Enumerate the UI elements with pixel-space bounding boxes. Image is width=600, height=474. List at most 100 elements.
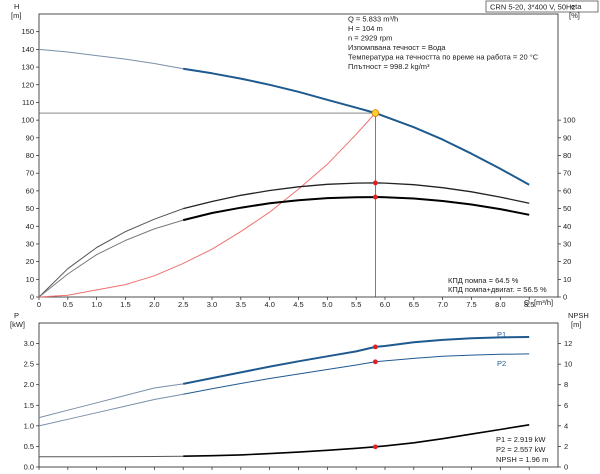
top-y2-tick-label: 80 (563, 151, 571, 160)
top-x-label-q: Q (524, 298, 530, 307)
top-y-tick-label: 110 (22, 98, 34, 107)
series-label-p1: P1 (497, 330, 506, 339)
top-x-tick-label: 8.0 (495, 300, 505, 309)
top-y-tick-label: 10 (26, 275, 34, 284)
bottom-duty-marker-5 (372, 444, 378, 450)
bottom-y-tick-label: 2.5 (24, 360, 34, 369)
top-y2-tick-label: 70 (563, 169, 571, 178)
bottom-series-line-1 (183, 336, 530, 385)
bottom-note-p1: P1 = 2.919 kW (496, 435, 546, 444)
top-y-tick-label: 150 (21, 27, 34, 36)
top-x-tick-label: 7.0 (437, 300, 447, 309)
info-line-3: Изпомпвана течност = Вода (348, 43, 446, 52)
series-label-p2: P2 (497, 359, 506, 368)
bottom-y2-tick-label: 8 (564, 380, 568, 389)
bottom-y-left-unit: [kW] (10, 320, 25, 329)
top-x-tick-label: 3.5 (236, 300, 246, 309)
top-y-left-label: H (14, 2, 19, 11)
bottom-duty-marker-3 (372, 359, 378, 365)
top-x-label: Q [m³/h] (524, 298, 553, 307)
top-y2-tick-label: 90 (563, 133, 571, 142)
top-x-tick-label: 7.5 (466, 300, 476, 309)
bottom-series-line-3 (183, 353, 530, 395)
bottom-y2-tick-label: 12 (564, 339, 572, 348)
top-series-line-6 (182, 196, 530, 222)
info-line-1: H = 104 m (348, 24, 383, 33)
bottom-y-tick-label: 0.0 (24, 463, 34, 472)
top-x-label-unit: [m³/h] (534, 298, 553, 307)
bottom-y2-tick-label: 10 (564, 360, 572, 369)
top-series-line-5 (38, 219, 184, 298)
eff-note-total: КПД помпа+двигат. = 56.5 % (448, 285, 547, 294)
info-line-2: n = 2929 rpm (348, 34, 392, 43)
top-y-tick-label: 70 (26, 169, 34, 178)
bottom-y2-tick-label: 2 (564, 442, 568, 451)
bottom-y2-tick-label: 6 (564, 401, 568, 410)
top-y-left-unit: [m] (11, 11, 21, 20)
duty-point-marker (371, 109, 380, 117)
top-y-tick-label: 20 (26, 257, 34, 266)
eta-pump-duty-marker (372, 180, 378, 186)
bottom-series-line-0 (38, 383, 184, 419)
info-line-5: Плътност = 998.2 kg/m³ (348, 62, 430, 71)
top-y-tick-label: 30 (26, 239, 34, 248)
bottom-y2-tick-label: 4 (564, 421, 568, 430)
bottom-y2-tick-label: 0 (564, 463, 568, 472)
bottom-y-left-label: P (14, 311, 19, 320)
header-box-text: CRN 5-20, 3*400 V, 50Hz (490, 3, 575, 12)
top-series-line-2 (38, 112, 376, 298)
bottom-y-tick-label: 3.0 (24, 339, 34, 348)
top-x-tick-label: 1.5 (120, 300, 130, 309)
top-y2-tick-label: 50 (563, 204, 571, 213)
top-x-tick-label: 4.0 (264, 300, 274, 309)
top-y-tick-label: 130 (21, 63, 34, 72)
top-y-tick-label: 90 (26, 133, 34, 142)
bottom-y-tick-label: 2.0 (24, 380, 34, 389)
eta-total-duty-marker (372, 194, 378, 200)
top-y2-tick-label: 30 (563, 239, 571, 248)
top-y2-tick-label: 0 (563, 293, 567, 302)
info-line-4: Температура на течността по време на раб… (348, 53, 539, 62)
top-series-line-4 (183, 182, 530, 210)
top-x-tick-label: 1.0 (91, 300, 101, 309)
top-y-tick-label: 140 (21, 45, 34, 54)
bottom-note-npsh: NPSH = 1.96 m (496, 455, 548, 464)
top-y-tick-label: 0 (30, 293, 34, 302)
eff-note-pump: КПД помпа = 64.5 % (448, 276, 519, 285)
bottom-y-tick-label: 1.0 (24, 421, 34, 430)
top-y-right-unit: [%] (569, 11, 580, 20)
top-x-tick-label: 5.5 (351, 300, 361, 309)
bottom-y-tick-label: 1.5 (24, 401, 34, 410)
top-x-tick-label: 8.5 (524, 300, 534, 309)
bottom-series-line-2 (38, 393, 184, 427)
top-x-tick-label: 4.5 (293, 300, 303, 309)
header-box (485, 0, 599, 13)
info-line-0: Q = 5.833 m³/h (348, 15, 398, 24)
bottom-y-tick-label: 0.5 (24, 442, 34, 451)
top-y2-tick-label: 100 (563, 116, 576, 125)
top-x-tick-label: 2.5 (178, 300, 188, 309)
top-x-tick-label: 2.0 (149, 300, 159, 309)
top-x-tick-label: 5.0 (322, 300, 332, 309)
bottom-series-line-4 (39, 455, 184, 458)
top-series-line-1 (183, 67, 530, 186)
top-y-right-label: eta (571, 2, 582, 11)
bottom-y-right-label: NPSH (568, 311, 589, 320)
bottom-y-right-unit: [m] (571, 320, 581, 329)
bottom-plot-frame (38, 322, 559, 468)
top-y2-tick-label: 20 (563, 257, 571, 266)
top-x-tick-label: 3.0 (207, 300, 217, 309)
chart-marks: 0102030405060708090100110120130140150010… (21, 27, 575, 471)
top-x-tick-label: 6.0 (380, 300, 390, 309)
top-y2-tick-label: 60 (563, 186, 571, 195)
top-y-tick-label: 80 (26, 151, 34, 160)
top-y2-tick-label: 40 (563, 222, 571, 231)
bottom-duty-marker-1 (372, 344, 378, 350)
bottom-series-line-5 (183, 424, 530, 457)
top-y-tick-label: 50 (26, 204, 34, 213)
top-x-tick-label: 0.5 (63, 300, 73, 309)
top-series-line-3 (38, 208, 184, 298)
top-y2-tick-label: 10 (563, 275, 571, 284)
bottom-note-p2: P2 = 2.557 kW (496, 445, 546, 454)
